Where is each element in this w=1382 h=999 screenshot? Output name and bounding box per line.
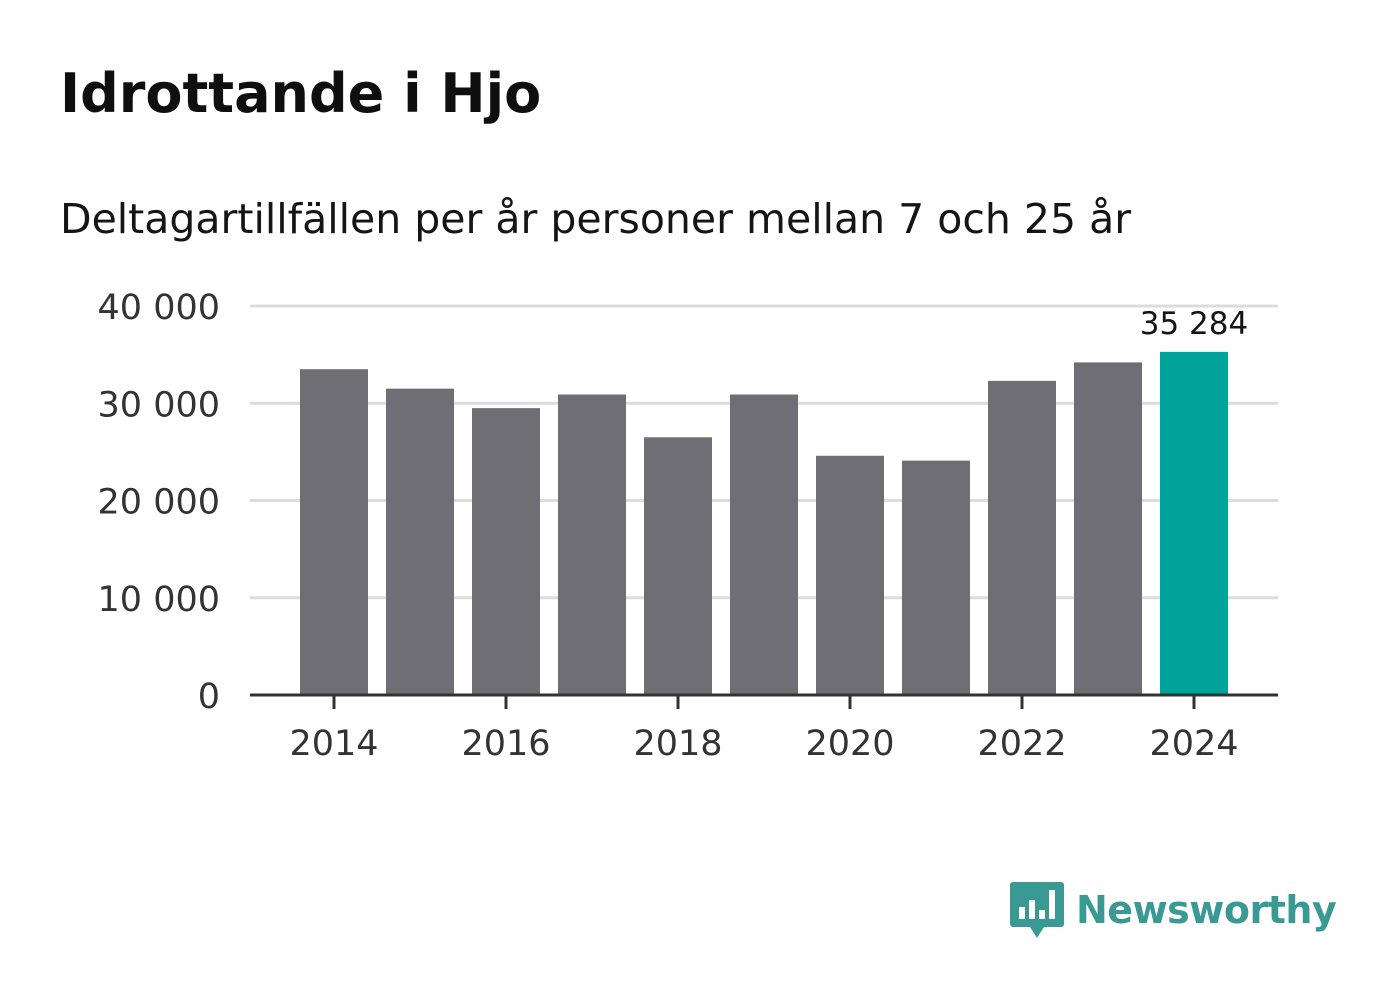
x-tick-label: 2024 bbox=[1149, 724, 1238, 764]
bar bbox=[988, 380, 1056, 695]
bar bbox=[386, 388, 454, 695]
bar bbox=[644, 437, 712, 695]
bar bbox=[472, 408, 540, 695]
newsworthy-logo: Newsworthy bbox=[1010, 878, 1337, 942]
x-tick-label: 2016 bbox=[461, 724, 550, 764]
bar bbox=[902, 460, 970, 695]
y-tick-label: 0 bbox=[198, 677, 220, 717]
bar bbox=[816, 455, 884, 695]
y-tick-label: 10 000 bbox=[98, 580, 220, 620]
bar bbox=[1074, 362, 1142, 695]
brand-name: Newsworthy bbox=[1076, 888, 1337, 932]
y-tick-label: 40 000 bbox=[98, 288, 220, 328]
bar bbox=[730, 394, 798, 695]
bar-chart-speech-bubble-icon bbox=[1010, 882, 1064, 938]
bar bbox=[300, 369, 368, 695]
y-tick-label: 20 000 bbox=[98, 483, 220, 523]
y-tick-label: 30 000 bbox=[98, 385, 220, 425]
data-label: 35 284 bbox=[1140, 306, 1248, 342]
bar-highlight bbox=[1160, 351, 1228, 695]
chart-subtitle: Deltagartillfällen per år personer mella… bbox=[60, 195, 1132, 243]
chart-title: Idrottande i Hjo bbox=[60, 62, 542, 125]
bar bbox=[558, 394, 626, 695]
x-tick-label: 2020 bbox=[805, 724, 894, 764]
x-tick-label: 2014 bbox=[289, 724, 378, 764]
x-tick-label: 2022 bbox=[977, 724, 1066, 764]
x-tick-label: 2018 bbox=[633, 724, 722, 764]
